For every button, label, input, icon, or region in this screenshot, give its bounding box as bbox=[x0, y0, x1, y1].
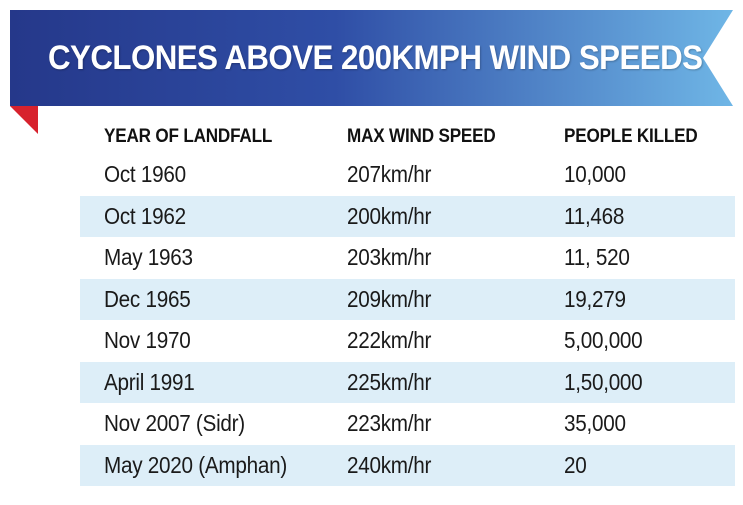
year-cell: May 1963 bbox=[104, 244, 193, 271]
wind-speed-cell: 207km/hr bbox=[347, 161, 432, 188]
title-banner: CYCLONES ABOVE 200KMPH WIND SPEEDS bbox=[10, 0, 733, 140]
people-killed-cell: 11,468 bbox=[564, 202, 625, 229]
table-row: May 2020 (Amphan) 240km/hr 20 bbox=[80, 444, 735, 486]
year-cell: Oct 1962 bbox=[104, 202, 186, 229]
table-row: Dec 1965 209km/hr 19,279 bbox=[80, 278, 735, 320]
page-title: CYCLONES ABOVE 200KMPH WIND SPEEDS bbox=[48, 39, 703, 77]
wind-speed-cell: 200km/hr bbox=[347, 202, 432, 229]
wind-speed-cell: 223km/hr bbox=[347, 410, 432, 437]
year-cell: Nov 2007 (Sidr) bbox=[104, 410, 245, 437]
people-killed-cell: 20 bbox=[564, 451, 587, 478]
people-killed-cell: 10,000 bbox=[564, 161, 626, 188]
cyclone-table: YEAR OF LANDFALL MAX WIND SPEED PEOPLE K… bbox=[80, 120, 735, 486]
table-row: Nov 2007 (Sidr) 223km/hr 35,000 bbox=[80, 403, 735, 445]
wind-speed-cell: 222km/hr bbox=[347, 327, 432, 354]
wind-speed-cell: 209km/hr bbox=[347, 285, 432, 312]
table-row: Oct 1960 207km/hr 10,000 bbox=[80, 154, 735, 196]
people-killed-cell: 35,000 bbox=[564, 410, 626, 437]
banner-ribbon bbox=[10, 10, 733, 106]
header-wind-speed: MAX WIND SPEED bbox=[347, 126, 496, 147]
table-row: April 1991 225km/hr 1,50,000 bbox=[80, 361, 735, 403]
banner-ribbon-shape bbox=[10, 10, 733, 134]
header-people-killed: PEOPLE KILLED bbox=[564, 126, 698, 147]
year-cell: Oct 1960 bbox=[104, 161, 186, 188]
wind-speed-cell: 225km/hr bbox=[347, 368, 432, 395]
table-row: Nov 1970 222km/hr 5,00,000 bbox=[80, 320, 735, 362]
year-cell: April 1991 bbox=[104, 368, 195, 395]
wind-speed-cell: 240km/hr bbox=[347, 451, 432, 478]
wind-speed-cell: 203km/hr bbox=[347, 244, 432, 271]
header-year: YEAR OF LANDFALL bbox=[104, 126, 273, 147]
people-killed-cell: 5,00,000 bbox=[564, 327, 643, 354]
table-row: Oct 1962 200km/hr 11,468 bbox=[80, 195, 735, 237]
people-killed-cell: 19,279 bbox=[564, 285, 626, 312]
table-header-row: YEAR OF LANDFALL MAX WIND SPEED PEOPLE K… bbox=[80, 120, 735, 154]
banner-fold bbox=[10, 106, 38, 134]
people-killed-cell: 11, 520 bbox=[564, 244, 630, 271]
year-cell: May 2020 (Amphan) bbox=[104, 451, 287, 478]
year-cell: Nov 1970 bbox=[104, 327, 191, 354]
table-row: May 1963 203km/hr 11, 520 bbox=[80, 237, 735, 279]
year-cell: Dec 1965 bbox=[104, 285, 191, 312]
people-killed-cell: 1,50,000 bbox=[564, 368, 643, 395]
